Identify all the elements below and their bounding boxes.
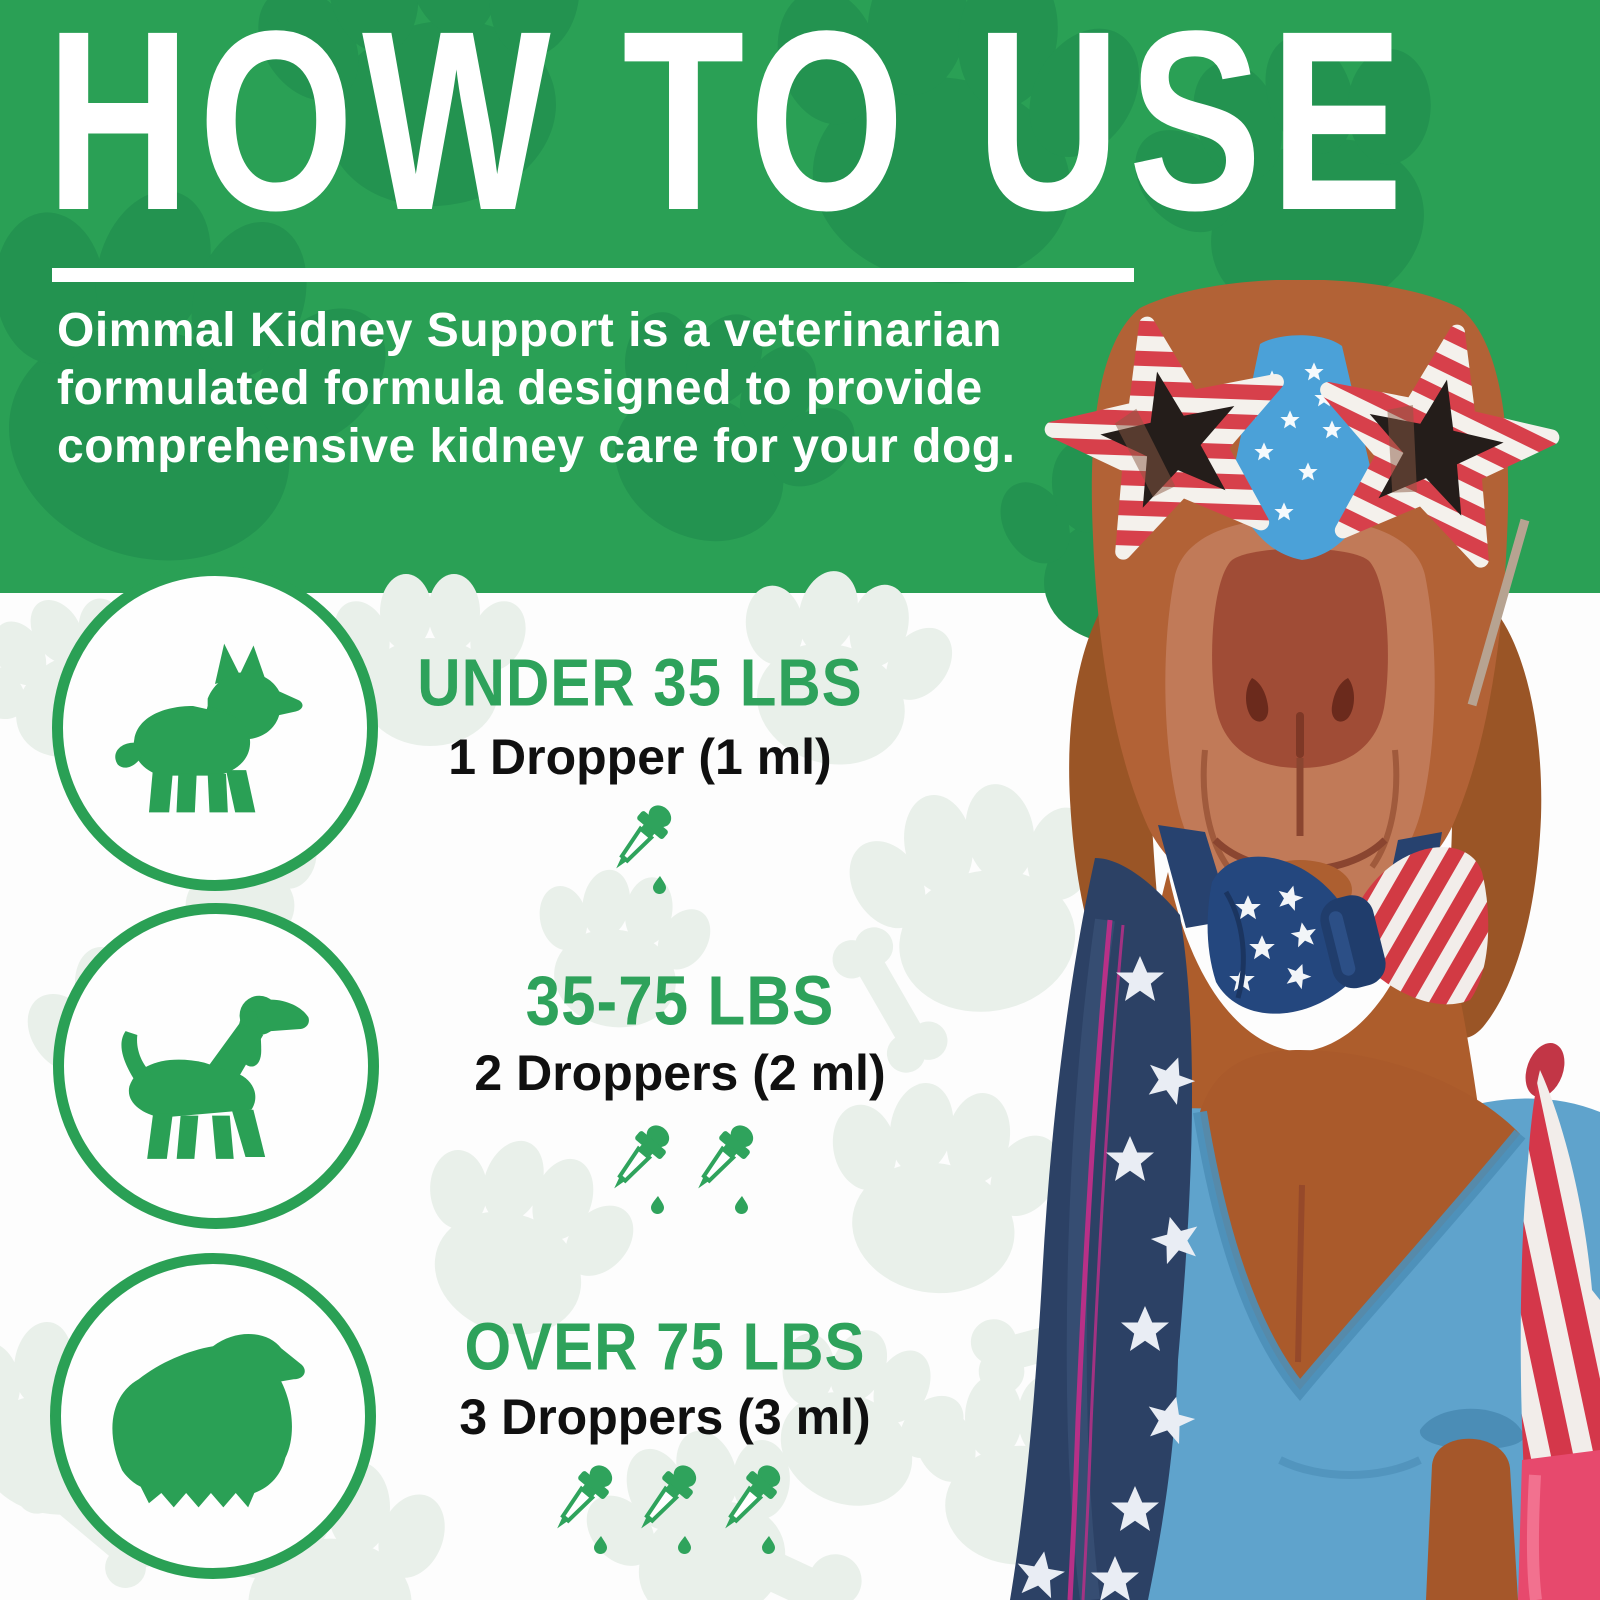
intro-line: formulated formula designed to provide	[57, 362, 983, 415]
dropper-icons-row	[440, 1122, 920, 1216]
glasses-temple	[1467, 518, 1530, 707]
small-dog-icon	[115, 643, 303, 813]
dog-chest	[1200, 1050, 1520, 1390]
dog-nose	[1212, 548, 1388, 768]
dosage-label-35-75: 2 Droppers (2 ml)	[474, 1045, 886, 1101]
weight-label-under-35: UNDER 35 LBS	[417, 645, 863, 721]
dropper-icon	[557, 1465, 613, 1554]
weight-label-35-75: 35-75 LBS	[525, 963, 835, 1041]
dog-photo-illustration	[1010, 280, 1600, 1600]
page-title: HOW TO USE	[46, 0, 1412, 265]
chest-crease	[1295, 1184, 1305, 1363]
dosage-label-under-35: 1 Dropper (1 ml)	[448, 729, 832, 785]
dropper-icon	[616, 805, 672, 894]
dropper-icon	[641, 1465, 697, 1554]
intro-paragraph: Oimmal Kidney Support is a veterinarian …	[57, 302, 1137, 476]
weight-label-over-75: OVER 75 LBS	[464, 1309, 866, 1385]
dropper-icon	[614, 1125, 670, 1214]
intro-line: comprehensive kidney care for your dog.	[57, 420, 1016, 473]
dog-arm	[1419, 1408, 1525, 1600]
right-star-lens	[1300, 309, 1568, 569]
small-dog-badge	[52, 565, 378, 891]
large-dog-badge	[50, 1253, 376, 1579]
medium-dog-badge	[53, 903, 379, 1229]
shirt-neckline	[1193, 1110, 1526, 1401]
flag-stripes-right	[1518, 1042, 1600, 1600]
left-star-lens	[1035, 301, 1303, 561]
large-dog-icon	[112, 1333, 305, 1507]
jowl-folds	[1200, 749, 1400, 869]
dropper-icons-row	[420, 1462, 910, 1556]
dropper-icon	[725, 1465, 781, 1554]
dosage-label-over-75: 3 Droppers (3 ml)	[459, 1389, 871, 1445]
intro-line: Oimmal Kidney Support is a veterinarian	[57, 304, 1003, 357]
star-sunglasses	[1035, 301, 1568, 569]
dropper-icons-row	[400, 802, 880, 896]
title-underline	[52, 268, 1134, 282]
flag-drape	[1010, 858, 1205, 1600]
bow-tie	[1158, 825, 1489, 1014]
medium-dog-icon	[121, 995, 309, 1159]
dropper-icon	[698, 1125, 754, 1214]
